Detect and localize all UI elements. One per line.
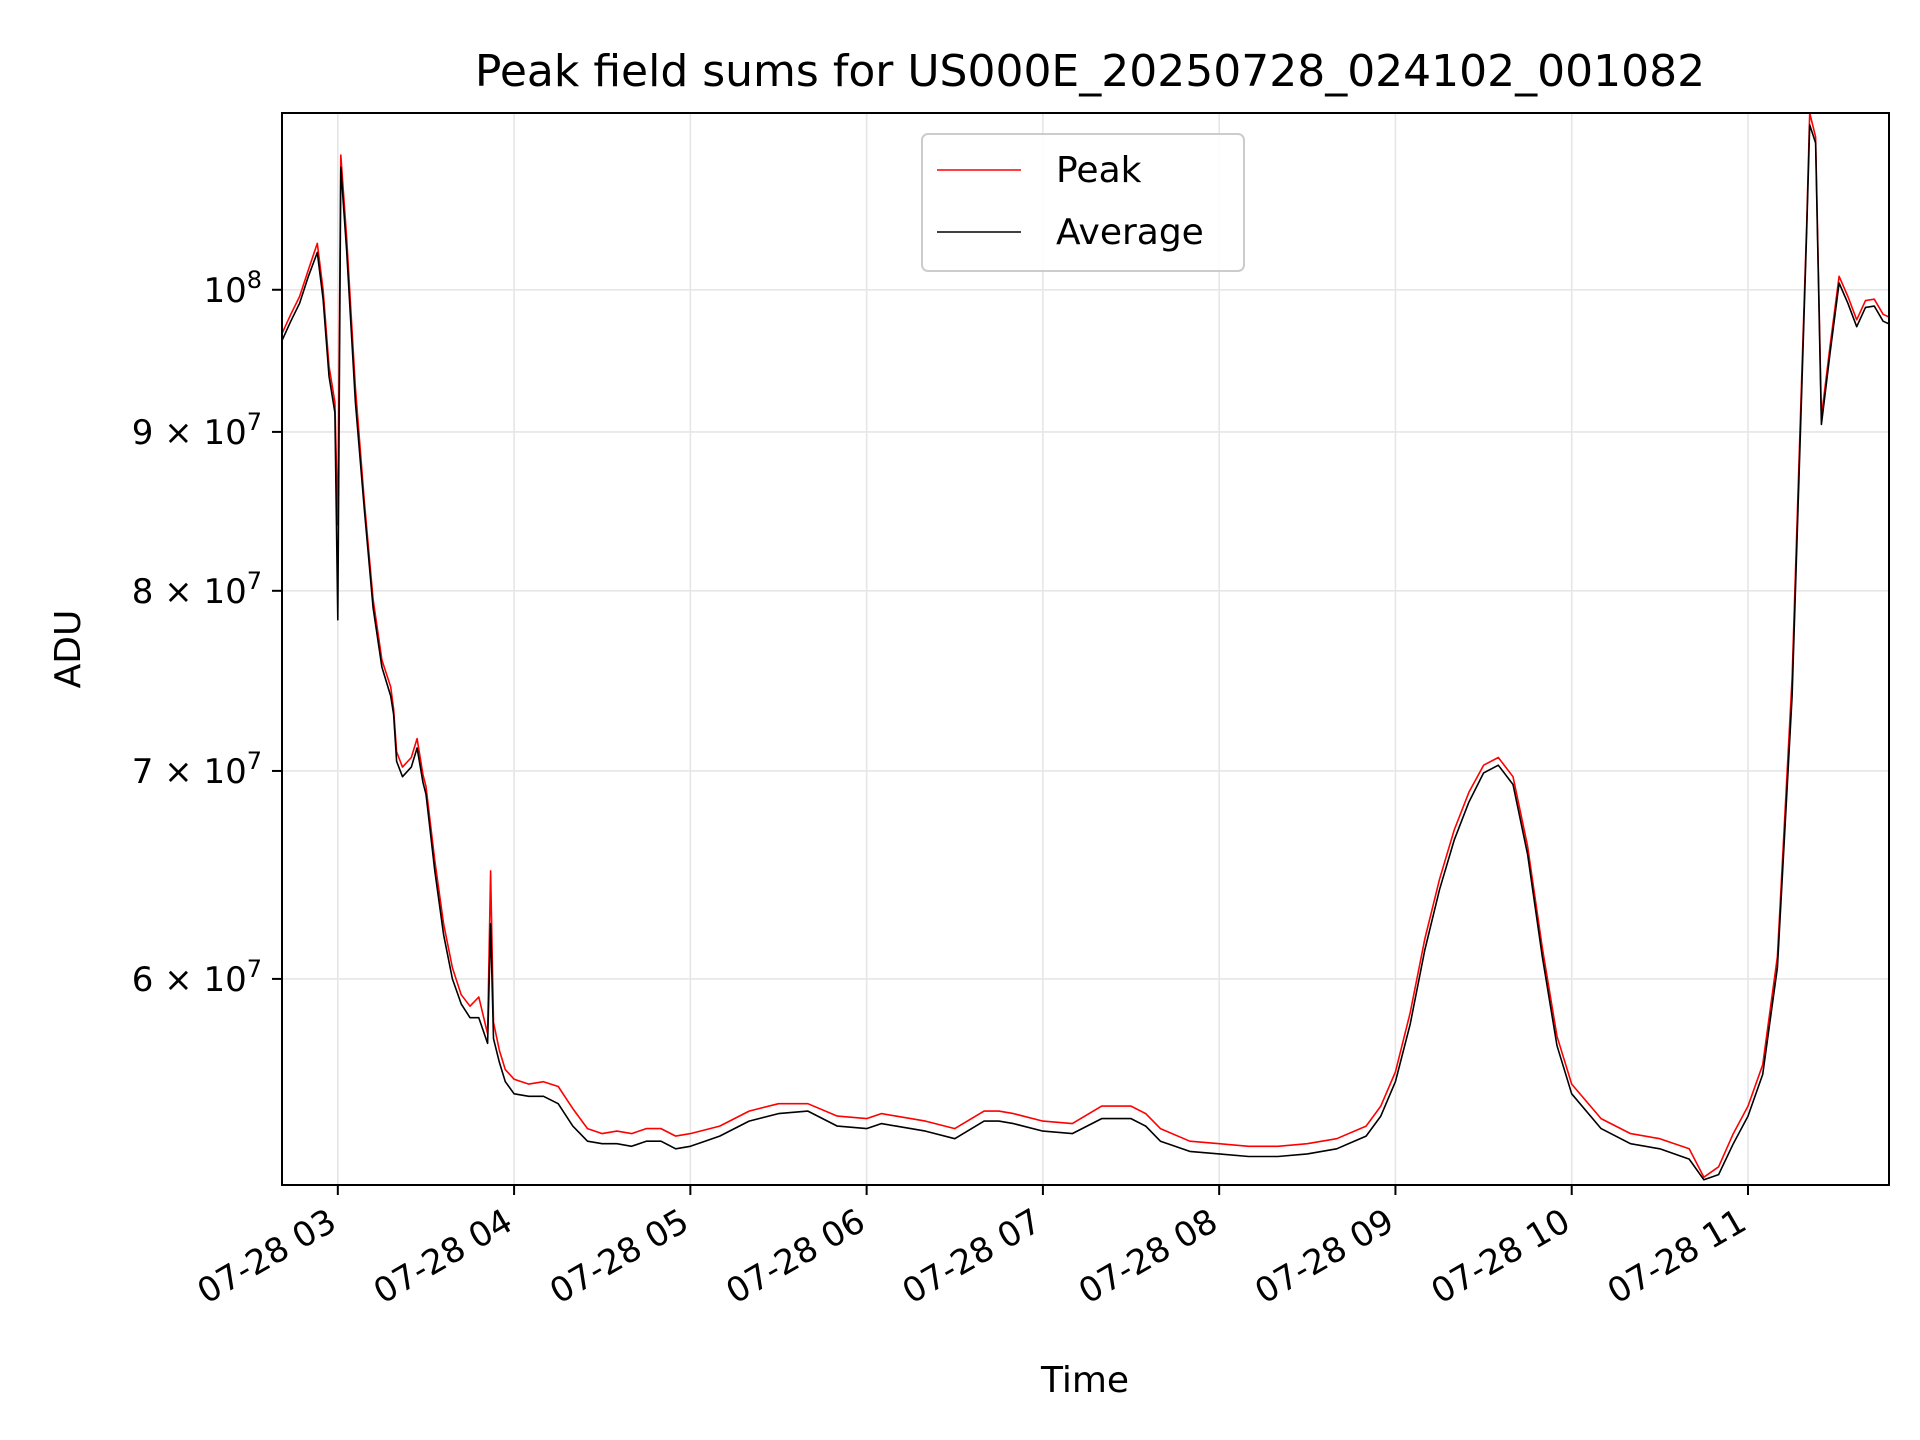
series-line-peak [282, 113, 1889, 1178]
y-tick-label: 9 × 107 [132, 408, 262, 453]
grid-lines [282, 113, 1889, 1185]
y-tick-label: 6 × 107 [132, 955, 262, 1000]
legend-label-peak: Peak [1056, 150, 1142, 191]
x-axis-label: Time [1040, 1360, 1129, 1401]
y-axis: 108 9 × 107 8 × 107 7 × 107 6 × 107 [132, 266, 282, 1000]
plot-frame [281, 112, 1890, 1186]
y-axis-label: ADU [48, 610, 89, 689]
legend: Peak Average [921, 133, 1245, 272]
series-layer [282, 113, 1889, 1181]
chart-title: Peak field sums for US000E_20250728_0241… [475, 46, 1705, 97]
series-line-average [282, 124, 1889, 1181]
y-tick-label: 7 × 107 [132, 747, 262, 792]
y-tick-label: 108 [203, 266, 262, 311]
legend-box [921, 133, 1245, 272]
legend-label-average: Average [1056, 212, 1204, 253]
y-tick-label: 8 × 107 [132, 567, 262, 612]
